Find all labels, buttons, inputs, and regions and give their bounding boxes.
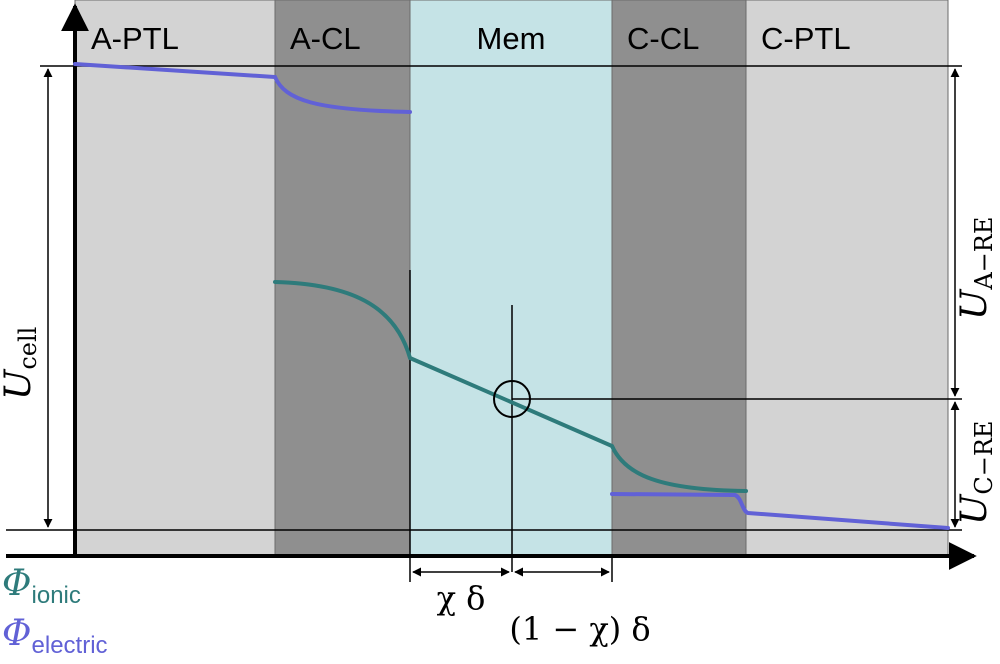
layer-c-ptl-region	[745, 0, 949, 557]
reference-lines	[6, 65, 962, 582]
layer-label-a-cl: A-CL	[290, 21, 361, 56]
layer-labels: A-PTL A-CL Mem C-CL C-PTL	[91, 21, 851, 56]
ionic-potential-profile	[273, 280, 748, 493]
u-a-re-dimension: UA−RE	[950, 68, 998, 397]
axes	[6, 3, 977, 570]
layer-a-ptl-region	[74, 0, 276, 557]
legend: Φionic Φelectric	[2, 563, 108, 659]
layer-a-cl-region	[274, 0, 411, 557]
reference-electrode-marker	[493, 380, 531, 418]
layer-label-c-cl: C-CL	[627, 21, 699, 56]
layer-c-cl-region	[611, 0, 747, 557]
chi-delta-label: χ δ	[437, 579, 486, 617]
electric-potential-cathode	[610, 492, 950, 530]
u-a-re-label: UA−RE	[954, 217, 998, 320]
u-c-re-dimension: UC−RE	[950, 401, 998, 528]
legend-electric: Φelectric	[2, 613, 108, 659]
layer-label-c-ptl: C-PTL	[761, 21, 851, 56]
electric-potential-anode	[73, 62, 412, 114]
membrane-dimensions: χ δ (1 − χ) δ	[412, 567, 651, 648]
legend-ionic: Φionic	[2, 563, 81, 609]
one-minus-chi-delta-label: (1 − χ) δ	[509, 610, 650, 648]
u-cell-dimension: Ucell	[0, 68, 53, 528]
layer-mem-region	[409, 0, 613, 557]
layer-label-a-ptl: A-PTL	[91, 21, 179, 56]
u-cell-label: Ucell	[0, 327, 42, 400]
layer-regions	[74, 0, 949, 557]
layer-label-mem: Mem	[477, 21, 546, 56]
potential-curves	[73, 62, 950, 530]
u-c-re-label: UC−RE	[954, 421, 998, 525]
